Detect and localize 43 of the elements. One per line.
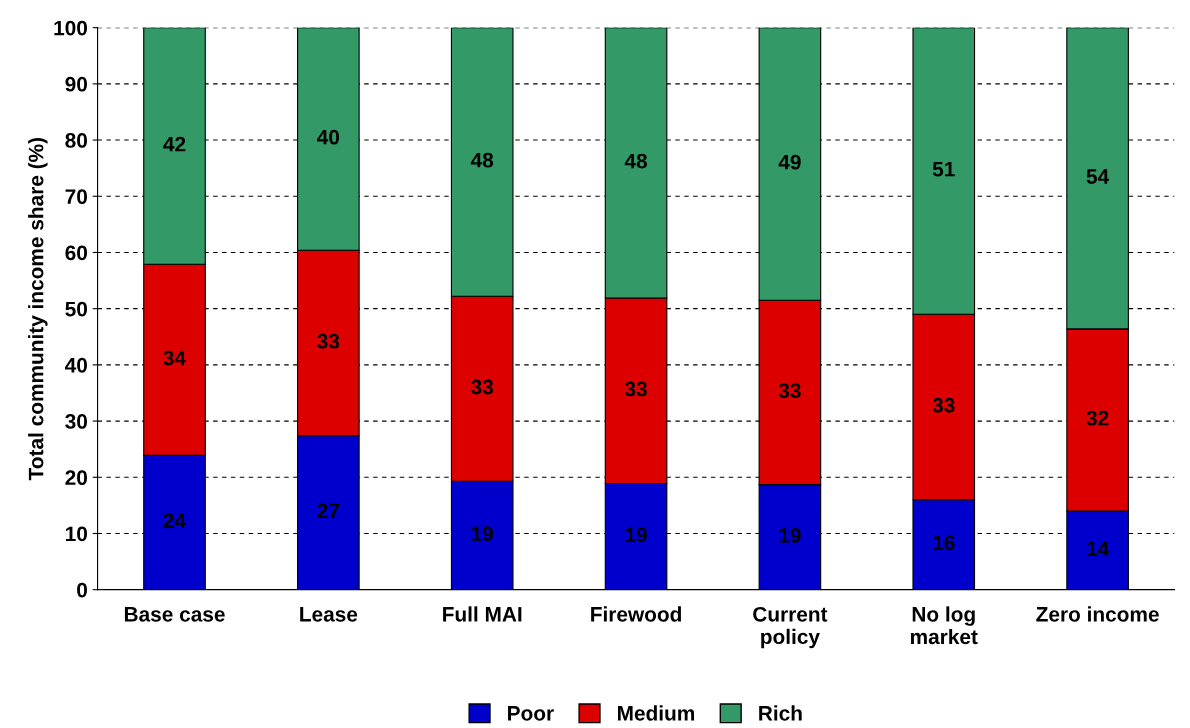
data-label: 40 bbox=[317, 129, 340, 145]
y-tick-label: 40 bbox=[65, 357, 88, 373]
legend-label: Medium bbox=[618, 705, 695, 721]
data-label: 24 bbox=[163, 513, 186, 528]
x-tick-label: Lease bbox=[300, 607, 358, 622]
y-tick-label: 100 bbox=[54, 20, 88, 36]
data-label: 33 bbox=[932, 397, 955, 413]
data-label: 33 bbox=[624, 381, 647, 397]
legend-label: Poor bbox=[508, 706, 554, 721]
y-tick-label: 20 bbox=[65, 470, 88, 486]
x-tick-label: Current policy bbox=[753, 606, 828, 649]
data-label: 27 bbox=[317, 503, 340, 519]
y-tick-label: 60 bbox=[65, 245, 88, 261]
data-label: 33 bbox=[471, 379, 494, 395]
data-label: 33 bbox=[778, 383, 801, 399]
data-label: 14 bbox=[1087, 541, 1110, 556]
data-label: 49 bbox=[778, 154, 801, 170]
data-label: 54 bbox=[1086, 169, 1110, 184]
x-tick-label: Firewood bbox=[591, 606, 681, 622]
y-tick-label: 0 bbox=[77, 582, 87, 598]
data-label: 51 bbox=[932, 162, 955, 177]
x-tick-label: No log market bbox=[910, 606, 978, 645]
data-label: 16 bbox=[933, 535, 955, 551]
y-tick-label: 70 bbox=[65, 189, 88, 205]
x-tick-label: Zero income bbox=[1036, 606, 1159, 622]
y-tick-label: 10 bbox=[66, 526, 88, 542]
data-label: 42 bbox=[163, 136, 186, 152]
y-axis-title: Total community income share (%) bbox=[28, 137, 48, 481]
data-label: 34 bbox=[163, 350, 186, 366]
data-label: 32 bbox=[1086, 410, 1109, 426]
data-label: 33 bbox=[317, 333, 340, 349]
data-label: 19 bbox=[471, 526, 494, 542]
legend-label: Rich bbox=[759, 705, 802, 721]
y-tick-label: 80 bbox=[65, 133, 88, 148]
data-label: 19 bbox=[779, 527, 801, 543]
data-label: 19 bbox=[625, 527, 647, 543]
data-label: 48 bbox=[624, 153, 647, 169]
y-tick-label: 30 bbox=[65, 414, 88, 429]
x-tick-label: Base case bbox=[124, 607, 225, 622]
x-tick-label: Full MAI bbox=[443, 606, 522, 622]
y-tick-label: 50 bbox=[65, 301, 88, 317]
data-label: 48 bbox=[470, 152, 494, 168]
y-tick-label: 90 bbox=[65, 76, 88, 92]
